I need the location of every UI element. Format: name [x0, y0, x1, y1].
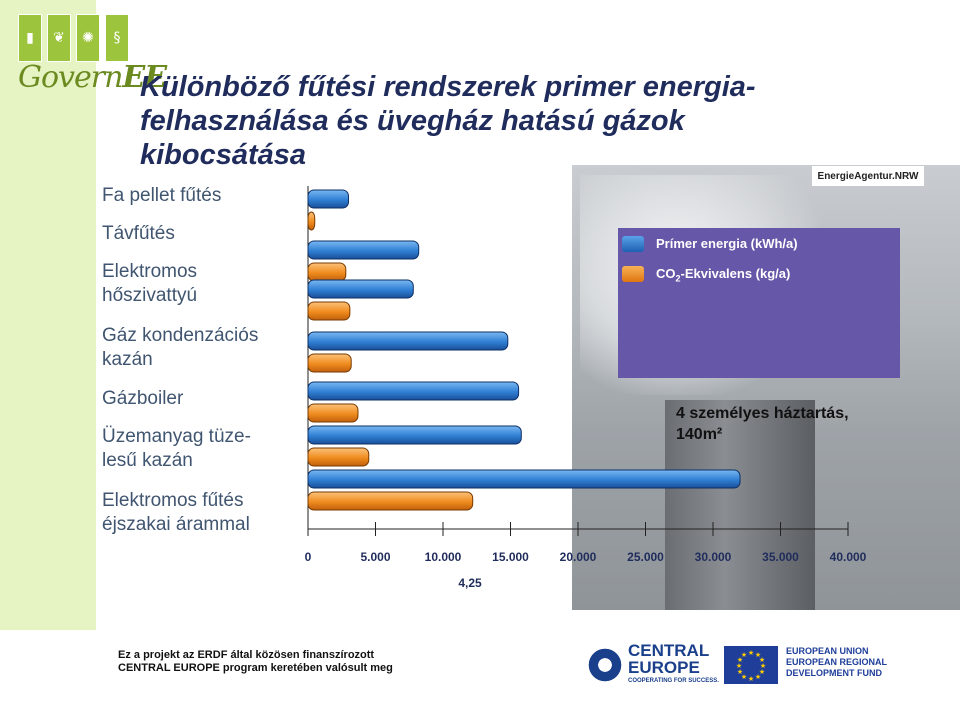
- svg-text:★: ★: [760, 662, 766, 670]
- bar-co2: [307, 262, 347, 282]
- left-green-strip: [0, 0, 96, 630]
- x-tick-label: 35.000: [762, 550, 799, 564]
- legend-label-co2: CO2-Ekvivalens (kg/a): [656, 266, 790, 284]
- paragraph-icon: §: [105, 14, 129, 62]
- footer: [0, 630, 960, 716]
- central-europe-logo: CENTRAL EUROPE COOPERATING FOR SUCCESS.: [586, 642, 719, 688]
- legend-co2-suffix: -Ekvivalens (kg/a): [680, 266, 791, 281]
- bar-co2: [307, 403, 359, 423]
- eu-line3: DEVELOPMENT FUND: [786, 668, 883, 678]
- bar-co2: [307, 211, 316, 231]
- svg-text:★: ★: [748, 649, 754, 657]
- leaf-icon: ❦: [47, 14, 71, 62]
- svg-text:★: ★: [737, 668, 743, 676]
- legend-swatch-blue: [622, 236, 644, 252]
- bar-primary-energy: [307, 331, 509, 351]
- bar-co2: [307, 353, 352, 373]
- central-europe-slogan: COOPERATING FOR SUCCESS.: [628, 678, 719, 684]
- governee-logo-icons: ▮ ❦ ✺ §: [18, 14, 134, 62]
- legend-co2-sub: 2: [675, 273, 681, 284]
- x-tick-label: 5.000: [360, 550, 390, 564]
- eu-flag-icon: ★ ★ ★ ★ ★ ★ ★ ★ ★ ★ ★ ★: [724, 646, 778, 684]
- page-title: Különböző fűtési rendszerek primer energ…: [140, 71, 756, 171]
- svg-text:★: ★: [748, 675, 754, 683]
- governee-logo: GovernEE: [18, 60, 167, 95]
- bar-co2: [307, 301, 351, 321]
- ce-name-2: EUROPE: [628, 658, 700, 677]
- svg-text:★: ★: [741, 651, 747, 659]
- eu-line1: EUROPEAN UNION: [786, 646, 869, 656]
- bar-primary-energy: [307, 381, 520, 401]
- energieagentur-logo: EnergieAgentur.NRW: [812, 166, 924, 186]
- category-label: Távfűtés: [102, 223, 175, 244]
- category-label: Gáz kondenzációs kazán: [102, 325, 259, 370]
- svg-text:★: ★: [759, 656, 765, 664]
- sun-icon: ✺: [76, 14, 100, 62]
- household-note: 4 személyes háztartás, 140m²: [676, 403, 849, 445]
- logo-brand: Govern: [18, 60, 123, 95]
- x-tick-label: 25.000: [627, 550, 664, 564]
- x-tick-label: 30.000: [695, 550, 732, 564]
- central-europe-mark-icon: [586, 646, 624, 684]
- category-label: Fa pellet fűtés: [102, 185, 222, 206]
- bar-primary-energy: [307, 240, 420, 260]
- footer-funding-line1: Ez a projekt az ERDF által közösen finan…: [118, 649, 375, 661]
- x-tick-label: 10.000: [425, 550, 462, 564]
- bar-primary-energy: [307, 425, 522, 445]
- eu-fund-text: EUROPEAN UNION EUROPEAN REGIONAL DEVELOP…: [786, 646, 887, 679]
- category-label: Gázboiler: [102, 388, 184, 409]
- eu-stars: ★ ★★ ★★★ ★★★ ★★★: [736, 649, 766, 683]
- category-label: Elektromos fűtés éjszakai árammal: [102, 490, 250, 535]
- bar-primary-energy: [307, 469, 741, 489]
- legend-swatch-orange: [622, 266, 644, 282]
- chimney: [665, 400, 815, 610]
- svg-text:★: ★: [736, 662, 742, 670]
- svg-text:★: ★: [755, 651, 761, 659]
- legend-label-primary: Prímer energia (kWh/a): [656, 236, 798, 251]
- ce-name-1: CENTRAL: [628, 641, 710, 660]
- eu-line2: EUROPEAN REGIONAL: [786, 657, 888, 667]
- bar-primary-energy: [307, 279, 414, 299]
- x-annotation: 4,25: [458, 576, 482, 590]
- household-line1: 4 személyes háztartás,: [676, 405, 849, 422]
- logo-brand-suffix: EE: [122, 60, 167, 95]
- svg-text:★: ★: [755, 673, 761, 681]
- chart-legend: Prímer energia (kWh/a) CO2-Ekvivalens (k…: [618, 228, 900, 378]
- bar-co2: [307, 447, 370, 467]
- building-icon: ▮: [18, 14, 42, 62]
- svg-text:★: ★: [737, 656, 743, 664]
- household-line2: 140m²: [676, 426, 723, 443]
- svg-text:★: ★: [759, 668, 765, 676]
- svg-text:★: ★: [741, 673, 747, 681]
- x-tick-label: 40.000: [830, 550, 867, 564]
- x-tick-label: 0: [305, 550, 312, 564]
- legend-co2-prefix: CO: [656, 266, 676, 281]
- category-label: Üzemanyag tüze-lesű kazán: [102, 426, 251, 471]
- x-tick-label: 15.000: [492, 550, 529, 564]
- footer-funding-line2: CENTRAL EUROPE program keretében valósul…: [118, 662, 393, 674]
- bar-chart: 0 5.000 10.000 15.000 20.000 25.000 30.000 35.0…: [305, 186, 867, 590]
- central-europe-name: CENTRAL EUROPE: [628, 642, 709, 676]
- bar-co2: [307, 491, 474, 511]
- bar-primary-energy: [307, 189, 349, 209]
- x-tick-label: 20.000: [560, 550, 597, 564]
- category-label: Elektromos hőszivattyú: [102, 261, 198, 306]
